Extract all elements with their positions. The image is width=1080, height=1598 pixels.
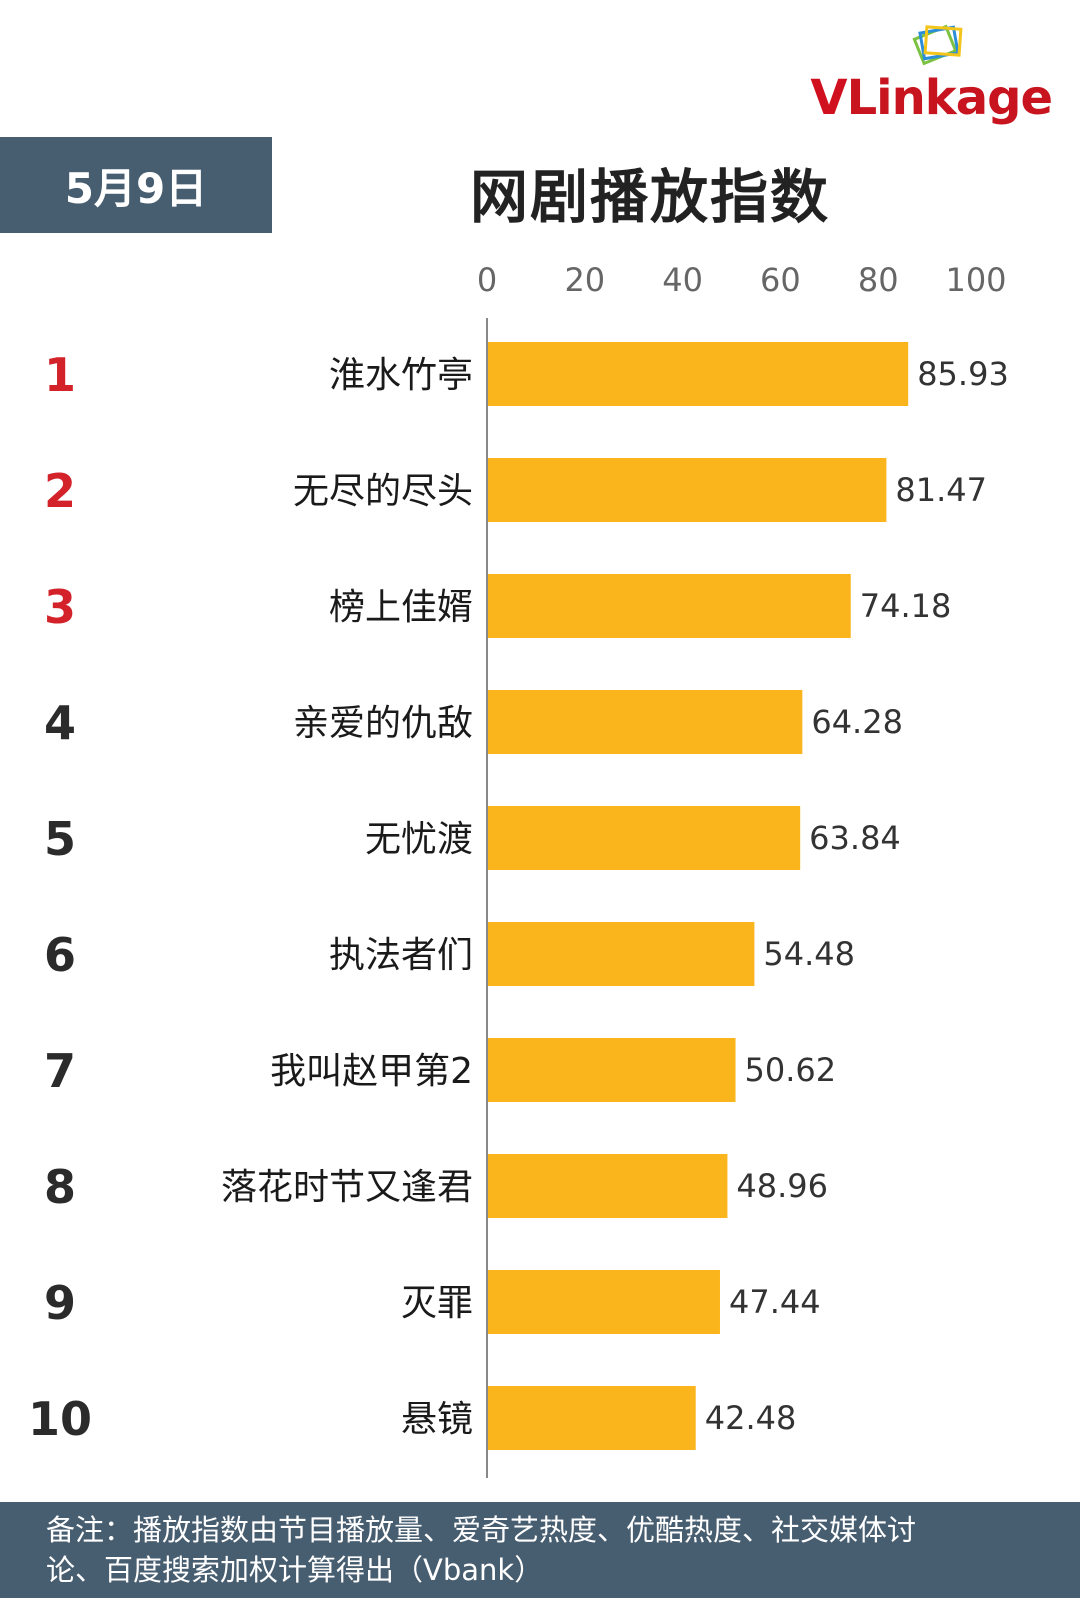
- bar: [488, 806, 801, 870]
- x-tick-label: 80: [858, 261, 899, 299]
- rank-number: 2: [44, 464, 76, 518]
- bar: [488, 458, 887, 522]
- value-label: 42.48: [705, 1399, 797, 1437]
- x-tick-label: 20: [564, 261, 605, 299]
- value-label: 81.47: [895, 471, 987, 509]
- drama-name: 执法者们: [329, 935, 473, 976]
- footer-note-line-1: 备注：播放指数由节目播放量、爱奇艺热度、优酷热度、社交媒体讨: [46, 1513, 917, 1547]
- drama-name: 无尽的尽头: [293, 471, 473, 512]
- value-label: 50.62: [745, 1051, 837, 1089]
- drama-name: 淮水竹亭: [329, 355, 473, 396]
- rank-number: 6: [44, 928, 76, 982]
- bar: [488, 1386, 696, 1450]
- drama-name: 无忧渡: [365, 819, 473, 860]
- x-tick-label: 100: [945, 261, 1006, 299]
- logo-mark-icon: [912, 24, 963, 66]
- rank-number: 7: [44, 1044, 76, 1098]
- drama-name: 灭罪: [401, 1283, 473, 1324]
- bar: [488, 690, 803, 754]
- rank-number: 1: [44, 348, 76, 402]
- rank-number: 8: [44, 1160, 76, 1214]
- bar: [488, 1038, 736, 1102]
- value-label: 64.28: [811, 703, 903, 741]
- bar: [488, 342, 909, 406]
- x-tick-label: 0: [477, 261, 497, 299]
- rank-number: 9: [44, 1276, 76, 1330]
- value-label: 85.93: [917, 355, 1009, 393]
- value-label: 63.84: [809, 819, 901, 857]
- logo-text: VLinkage: [810, 70, 1053, 126]
- value-label: 54.48: [763, 935, 855, 973]
- rank-number: 5: [44, 812, 76, 866]
- bar: [488, 922, 755, 986]
- rank-number: 10: [28, 1392, 92, 1446]
- drama-name: 悬镜: [401, 1399, 473, 1440]
- rank-number: 3: [44, 580, 76, 634]
- value-label: 47.44: [729, 1283, 821, 1321]
- bar: [488, 1154, 728, 1218]
- drama-name: 亲爱的仇敌: [293, 703, 473, 744]
- value-label: 74.18: [860, 587, 952, 625]
- x-tick-label: 60: [760, 261, 801, 299]
- x-tick-label: 40: [662, 261, 703, 299]
- value-label: 48.96: [736, 1167, 828, 1205]
- footer-note-line-2: 论、百度搜索加权计算得出（Vbank）: [46, 1553, 544, 1587]
- drama-name: 我叫赵甲第2: [270, 1051, 473, 1092]
- bar: [488, 1270, 720, 1334]
- drama-name: 榜上佳婿: [329, 587, 473, 628]
- date-badge: 5月9日: [0, 137, 272, 233]
- drama-name: 落花时节又逢君: [221, 1167, 473, 1208]
- footer-note: 备注：播放指数由节目播放量、爱奇艺热度、优酷热度、社交媒体讨 论、百度搜索加权计…: [0, 1502, 1080, 1598]
- chart-title: 网剧播放指数: [470, 163, 831, 231]
- vlinkage-logo: VLinkage: [804, 18, 1064, 126]
- bar: [488, 574, 851, 638]
- rank-number: 4: [44, 696, 76, 750]
